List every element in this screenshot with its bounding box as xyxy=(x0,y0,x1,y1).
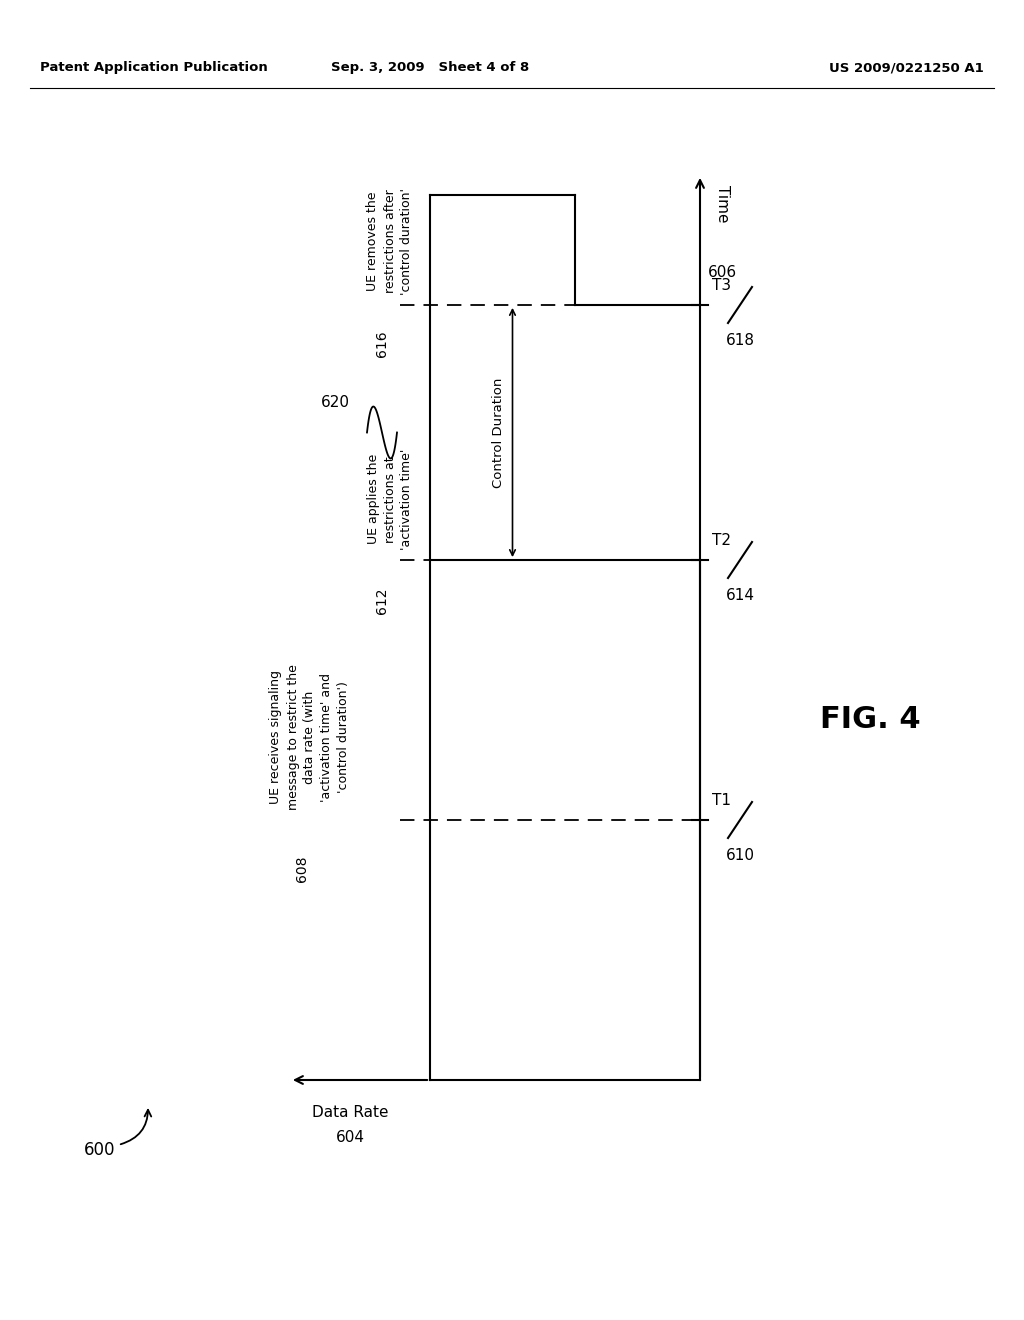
Text: T3: T3 xyxy=(712,279,731,293)
Text: 608: 608 xyxy=(295,855,309,882)
Text: Data Rate: Data Rate xyxy=(311,1105,388,1119)
Text: UE receives signaling
message to restrict the
data rate (with
'activation time' : UE receives signaling message to restric… xyxy=(269,664,350,810)
Text: T2: T2 xyxy=(712,533,731,548)
Text: US 2009/0221250 A1: US 2009/0221250 A1 xyxy=(829,62,984,74)
Text: T1: T1 xyxy=(712,793,731,808)
Text: 612: 612 xyxy=(375,587,389,615)
Text: FIG. 4: FIG. 4 xyxy=(819,705,921,734)
Text: Patent Application Publication: Patent Application Publication xyxy=(40,62,267,74)
Text: UE removes the
restrictions after
'control duration': UE removes the restrictions after 'contr… xyxy=(367,187,414,294)
Text: 610: 610 xyxy=(725,847,755,863)
Text: 620: 620 xyxy=(321,395,349,411)
Text: Time: Time xyxy=(715,185,729,223)
Text: 600: 600 xyxy=(84,1140,116,1159)
Text: 616: 616 xyxy=(375,330,389,356)
Text: UE applies the
restrictions at
'activation time': UE applies the restrictions at 'activati… xyxy=(367,449,414,550)
Text: Sep. 3, 2009   Sheet 4 of 8: Sep. 3, 2009 Sheet 4 of 8 xyxy=(331,62,529,74)
Text: 618: 618 xyxy=(725,333,755,348)
Text: 606: 606 xyxy=(708,265,736,280)
Text: Control Duration: Control Duration xyxy=(492,378,505,487)
Text: 614: 614 xyxy=(725,587,755,603)
Text: 604: 604 xyxy=(336,1130,365,1144)
